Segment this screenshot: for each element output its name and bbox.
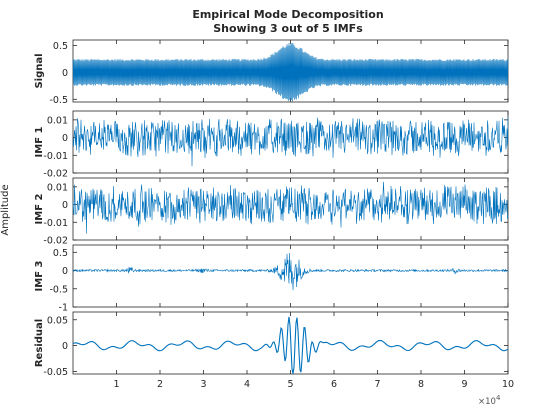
x-exponent-power: 4 <box>496 394 501 402</box>
series-line <box>72 181 509 234</box>
panel-label: IMF 1 <box>34 126 45 157</box>
x-tick-label: 4 <box>244 379 250 390</box>
y-tick-label: 0.05 <box>47 315 68 326</box>
y-tick-label: 0 <box>62 133 68 144</box>
panel-label: IMF 2 <box>34 193 45 224</box>
y-tick-label: 0.5 <box>53 248 68 259</box>
x-tick-label: 3 <box>200 379 206 390</box>
panel-frame <box>72 177 509 241</box>
chart-title-line-1: Empirical Mode Decomposition <box>192 8 383 21</box>
panel-frame <box>72 244 509 308</box>
y-tick-label: 0 <box>62 266 68 277</box>
chart-title-line-2: Showing 3 out of 5 IMFs <box>213 22 363 35</box>
y-tick-label: 0.01 <box>47 115 68 126</box>
x-tick-label: 8 <box>418 379 424 390</box>
panel-imf-3: 0.5 0 -0.5 -1 IMF 3 <box>34 244 509 314</box>
x-tick-label: 10 <box>502 379 514 390</box>
panel-label: Signal <box>34 53 45 88</box>
x-tick-label: 2 <box>157 379 163 390</box>
y-tick-label: 0 <box>62 200 68 211</box>
y-tick-label: -0.5 <box>49 95 68 106</box>
y-tick-label: -0.02 <box>43 236 68 247</box>
x-axis: 1 2 3 4 5 6 7 8 9 10 <box>113 379 514 390</box>
panel-label: Residual <box>34 319 45 367</box>
x-tick-label: 7 <box>374 379 380 390</box>
y-tick-label: 0 <box>62 68 68 79</box>
y-tick-label: 0 <box>62 341 68 352</box>
series-line <box>72 117 509 167</box>
panel-imf-2: 0.01 0 -0.01 -0.02 IMF 2 <box>34 177 509 247</box>
panel-signal: 0.5 0 -0.5 Signal <box>34 39 509 106</box>
y-tick-label: 0.5 <box>53 41 68 52</box>
panel-imf-1: 0.01 0 -0.01 -0.02 IMF 1 <box>34 110 509 180</box>
y-tick-label: -0.05 <box>43 367 68 378</box>
y-tick-label: -0.01 <box>43 218 68 229</box>
y-tick-label: -1 <box>59 303 68 314</box>
x-tick-label: 1 <box>113 379 119 390</box>
series-line <box>72 42 509 102</box>
x-exponent-label: ×104 <box>478 394 501 407</box>
y-tick-label: -0.02 <box>43 169 68 180</box>
series-line <box>72 252 509 291</box>
y-tick-label: -0.5 <box>49 284 68 295</box>
y-tick-label: -0.01 <box>43 151 68 162</box>
panel-label: IMF 3 <box>34 260 45 291</box>
y-axis-label: Amplitude <box>0 184 11 235</box>
x-tick-label: 6 <box>331 379 337 390</box>
series-line <box>72 316 509 374</box>
x-tick-label: 9 <box>461 379 467 390</box>
y-tick-label: 0.01 <box>47 182 68 193</box>
x-tick-label: 5 <box>287 379 293 390</box>
